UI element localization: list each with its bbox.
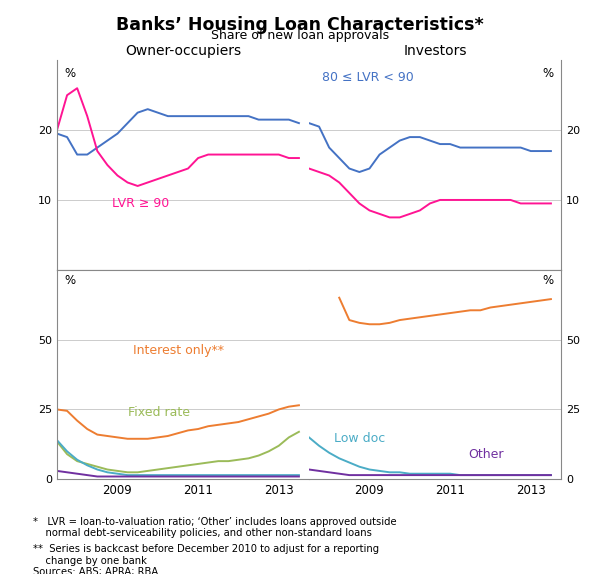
Text: 80 ≤ LVR < 90: 80 ≤ LVR < 90 <box>322 71 413 84</box>
Text: Low doc: Low doc <box>334 432 385 445</box>
Title: Owner-occupiers: Owner-occupiers <box>125 44 241 58</box>
Text: Interest only**: Interest only** <box>133 344 224 356</box>
Text: %: % <box>542 274 553 287</box>
Text: LVR ≥ 90: LVR ≥ 90 <box>112 197 170 210</box>
Text: *   LVR = loan-to-valuation ratio; ‘Other’ includes loans approved outside
    n: * LVR = loan-to-valuation ratio; ‘Other’… <box>33 517 397 538</box>
Text: %: % <box>65 274 76 287</box>
Text: %: % <box>542 67 553 80</box>
Text: Share of new loan approvals: Share of new loan approvals <box>211 29 389 42</box>
Text: Banks’ Housing Loan Characteristics*: Banks’ Housing Loan Characteristics* <box>116 16 484 34</box>
Text: %: % <box>65 67 76 80</box>
Text: Fixed rate: Fixed rate <box>128 406 190 420</box>
Text: Sources: ABS; APRA; RBA: Sources: ABS; APRA; RBA <box>33 567 158 574</box>
Title: Investors: Investors <box>403 44 467 58</box>
Text: **  Series is backcast before December 2010 to adjust for a reporting
    change: ** Series is backcast before December 20… <box>33 544 379 566</box>
Text: Other: Other <box>468 448 503 461</box>
